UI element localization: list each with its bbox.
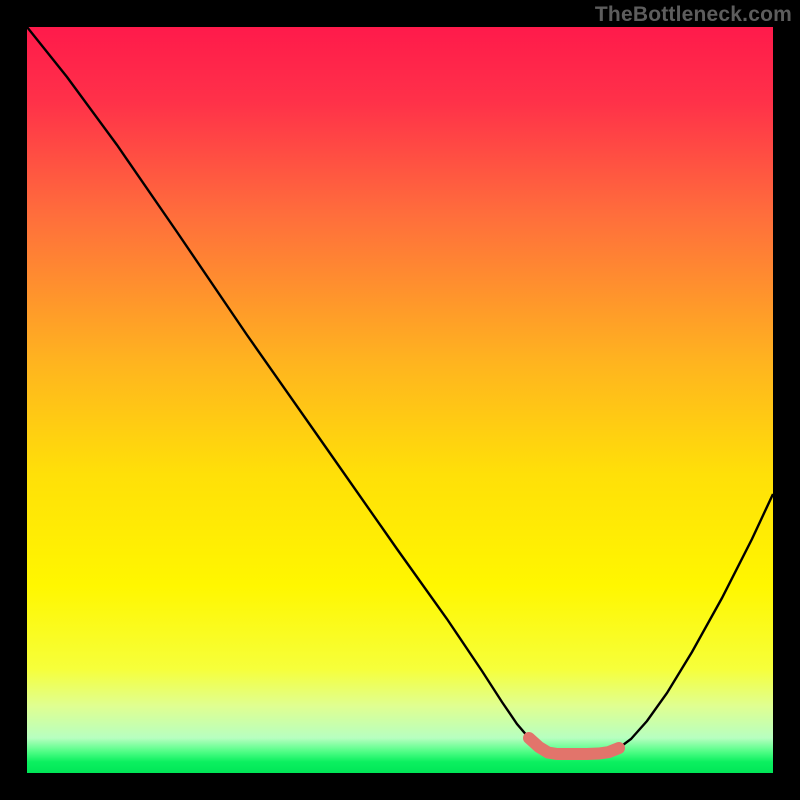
bottleneck-curve [27,27,773,754]
watermark-text: TheBottleneck.com [595,3,792,27]
chart-frame: TheBottleneck.com [0,0,800,800]
optimal-range-marker [529,738,619,754]
curve-overlay [27,27,773,773]
plot-area [27,27,773,773]
